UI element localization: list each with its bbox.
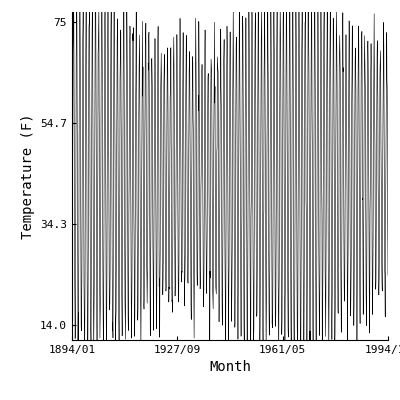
Y-axis label: Temperature (F): Temperature (F) — [20, 113, 34, 239]
X-axis label: Month: Month — [209, 360, 251, 374]
